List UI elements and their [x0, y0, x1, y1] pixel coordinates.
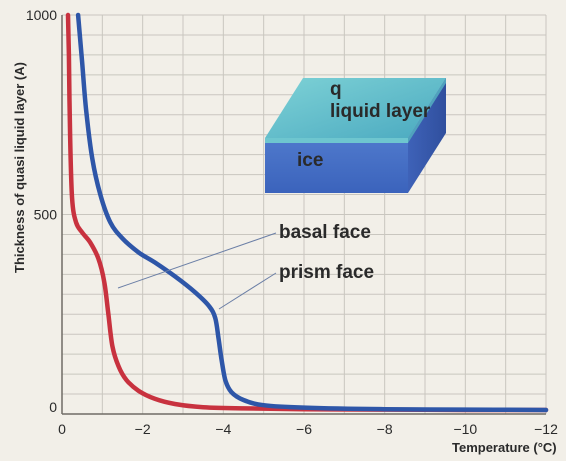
basal-face-label: basal face — [279, 222, 371, 243]
basal-face-leader-line — [117, 232, 277, 289]
y-axis-title: Thickness of quasi liquid layer (A) — [12, 62, 27, 273]
x-tick-label: −2 — [135, 421, 151, 437]
ice-front-face — [265, 138, 408, 193]
x-tick-label: −6 — [296, 421, 312, 437]
tick-labels: 0 −2 −4 −6 −8 −10 −12 0 500 1000 — [26, 7, 558, 437]
prism-face-label: prism face — [279, 262, 374, 283]
x-tick-label: 0 — [58, 421, 66, 437]
x-axis-title: Temperature (°C) — [452, 440, 557, 455]
quasi-liquid-layer-front-edge — [265, 138, 408, 143]
series-layer — [65, 12, 549, 413]
inset-label-quasi: q — [330, 79, 342, 100]
y-tick-label: 1000 — [26, 7, 57, 23]
basal-face-curve — [75, 12, 549, 413]
x-tick-label: −4 — [215, 421, 231, 437]
inset-label-liquid-layer: liquid layer — [330, 101, 431, 122]
ice-side-face — [408, 78, 446, 193]
x-tick-label: −10 — [453, 421, 477, 437]
quasi-liquid-layer-side-edge — [408, 78, 446, 143]
y-tick-label: 0 — [49, 399, 57, 415]
quasi-liquid-layer-top-face — [265, 78, 446, 138]
x-tick-label: −12 — [534, 421, 558, 437]
chart-grid — [61, 14, 547, 415]
x-tick-label: −8 — [377, 421, 393, 437]
y-tick-label: 500 — [34, 207, 58, 223]
annotations: basal face prism face — [117, 222, 374, 310]
ice-block-inset: q liquid layer ice — [265, 78, 446, 193]
prism-face-leader-line — [218, 272, 277, 310]
inset-label-ice: ice — [297, 150, 323, 171]
